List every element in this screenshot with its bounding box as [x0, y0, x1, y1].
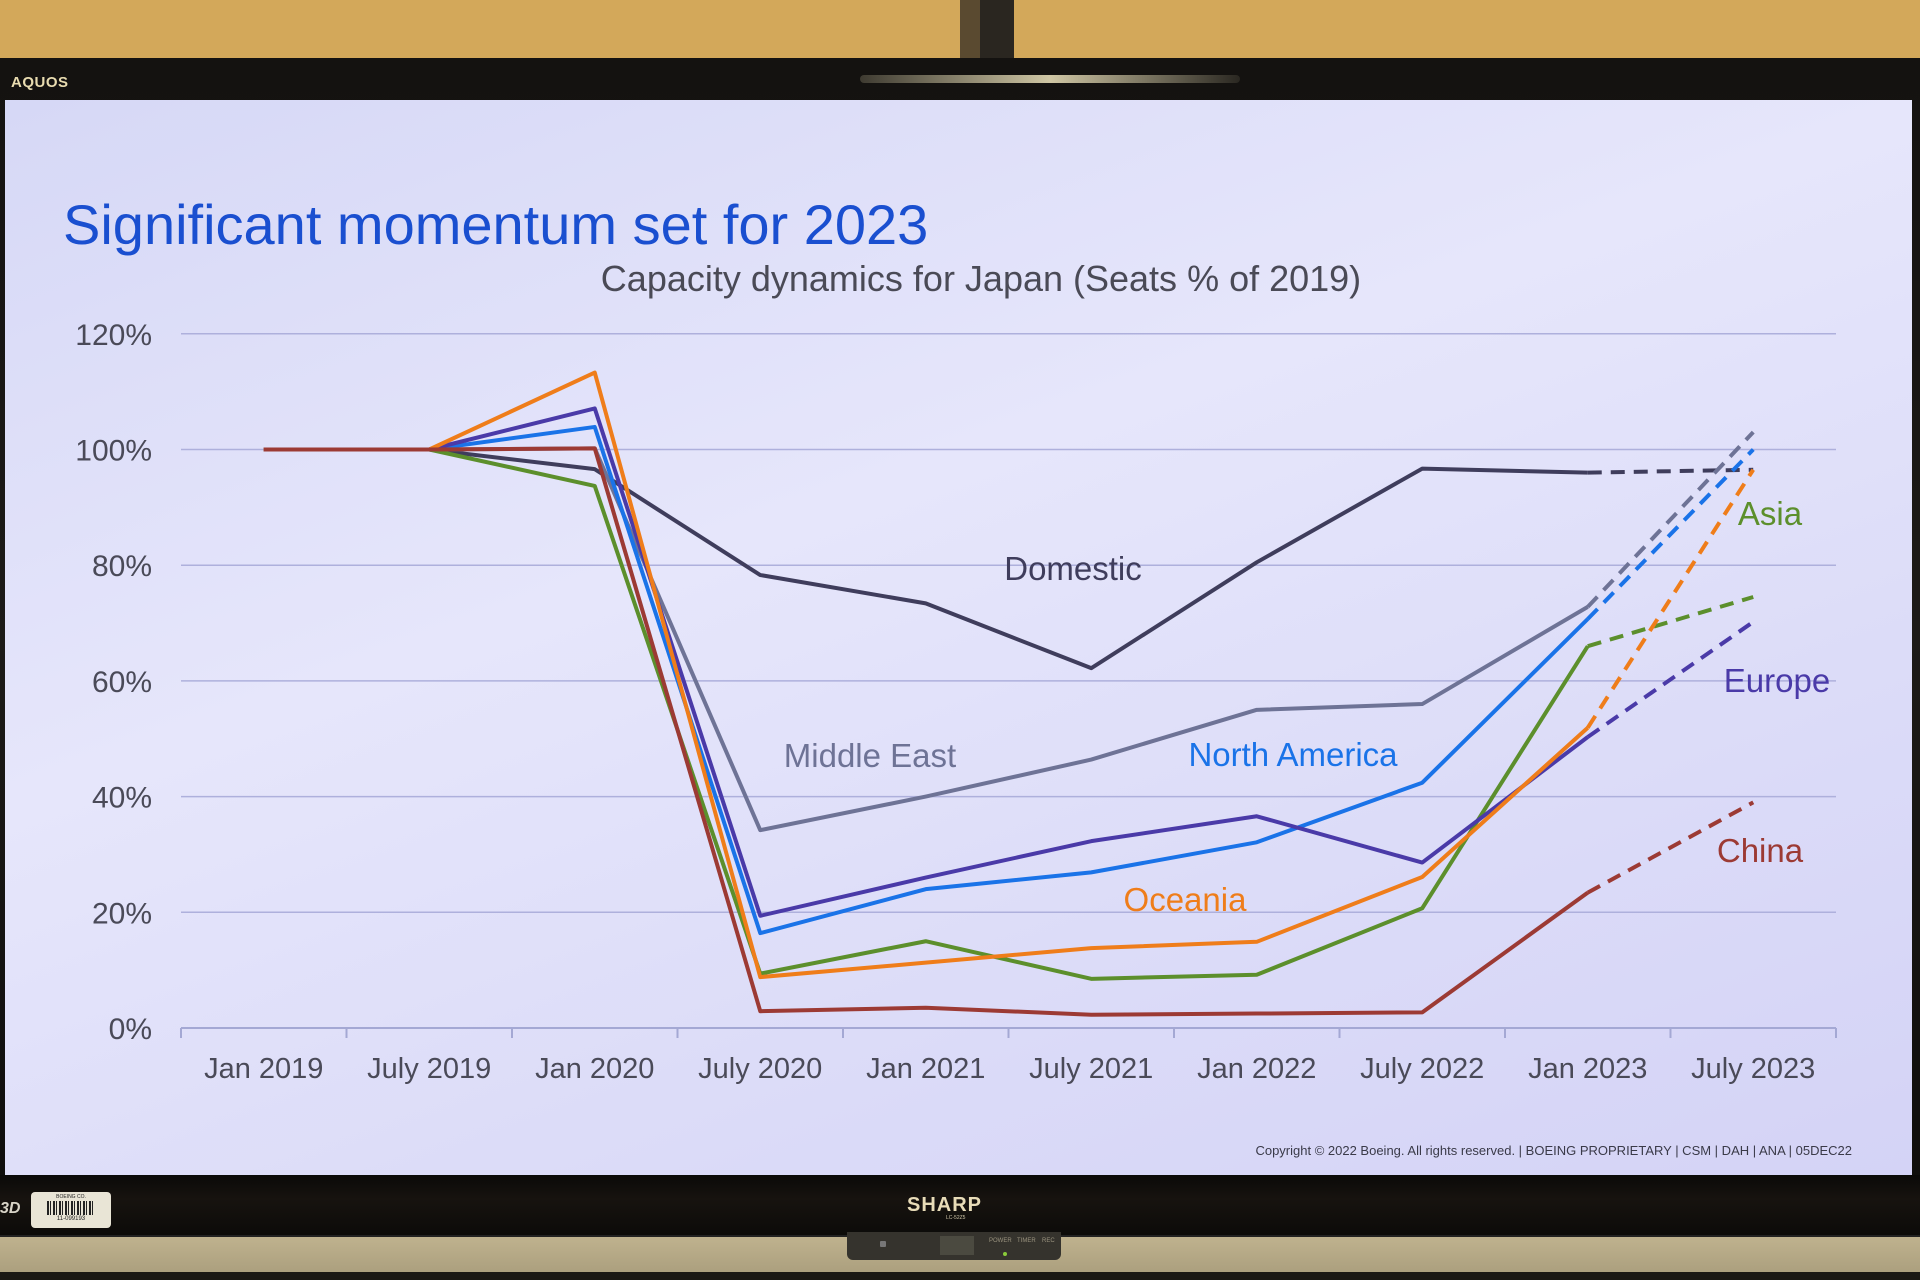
- series-asia: [263, 447, 1754, 981]
- copyright-footer: Copyright © 2022 Boeing. All rights rese…: [1255, 1143, 1852, 1158]
- series-forecast-line: [1586, 468, 1755, 729]
- series-middle-east: [263, 430, 1755, 833]
- wall-mount-shade: [960, 0, 980, 58]
- power-indicator-label: POWER: [989, 1238, 1012, 1244]
- 3d-badge: 3D: [0, 1200, 21, 1217]
- series-label: Middle East: [784, 737, 956, 774]
- series-forecast-line: [1586, 448, 1755, 621]
- series-line: [263, 406, 1589, 918]
- x-tick-label: July 2020: [698, 1053, 822, 1085]
- x-tick-label: Jan 2022: [1197, 1053, 1316, 1085]
- slide-screen: Significant momentum set for 2023 Capaci…: [5, 100, 1912, 1175]
- floor-strip: [0, 1272, 1920, 1280]
- tv-model-number: LC-52Z5: [946, 1215, 966, 1221]
- y-tick-label: 60%: [92, 666, 152, 699]
- series-label: Domestic: [1004, 550, 1142, 587]
- chart-subtitle: Capacity dynamics for Japan (Seats % of …: [600, 258, 1362, 299]
- x-tick-label: Jan 2023: [1528, 1053, 1647, 1085]
- slide-title: Significant momentum set for 2023: [63, 193, 929, 256]
- series-forecast-line: [1587, 467, 1754, 475]
- rec-indicator-label: REC: [1042, 1238, 1055, 1244]
- tv-bottom-bezel: [0, 1175, 1920, 1235]
- series-label: China: [1717, 832, 1804, 869]
- tv-brand-logo: SHARP: [907, 1194, 983, 1216]
- y-axis-labels: 0% 20% 40% 60% 80% 100% 120%: [75, 319, 152, 1046]
- x-tick-label: July 2022: [1360, 1053, 1484, 1085]
- series-line: [263, 446, 1589, 1017]
- series-north-america: [263, 424, 1755, 936]
- x-tick-label: July 2021: [1029, 1053, 1153, 1085]
- asset-tag-number: 11-099193: [56, 1216, 86, 1222]
- y-tick-label: 0%: [109, 1013, 152, 1046]
- series-forecast-line: [1586, 800, 1755, 895]
- x-tick-label: July 2023: [1691, 1053, 1815, 1085]
- bezel-glare: [860, 75, 1240, 83]
- y-tick-label: 100%: [75, 435, 152, 468]
- tv-control-panel: POWER TIMER REC: [847, 1232, 1061, 1260]
- series-line: [263, 424, 1590, 936]
- series-forecast-line: [1586, 430, 1755, 609]
- series-forecast-line: [1587, 595, 1754, 649]
- y-tick-label: 80%: [92, 550, 152, 583]
- chart-series: [263, 370, 1755, 1017]
- timer-indicator-label: TIMER: [1017, 1238, 1036, 1244]
- series-label: Oceania: [1124, 881, 1248, 918]
- y-tick-label: 40%: [92, 782, 152, 815]
- series-line: [263, 447, 1590, 981]
- series-china: [263, 446, 1755, 1017]
- power-led-icon: [1003, 1252, 1007, 1256]
- series-label: North America: [1188, 736, 1398, 773]
- series-europe: [263, 406, 1755, 918]
- series-forecast-line: [1586, 620, 1755, 739]
- asset-tag-org: BOEING CO.: [56, 1194, 86, 1200]
- series-line: [263, 447, 1588, 671]
- series-oceania: [263, 370, 1755, 980]
- light-sensor-window: [940, 1236, 974, 1255]
- x-tick-label: Jan 2021: [866, 1053, 985, 1085]
- y-tick-label: 20%: [92, 897, 152, 930]
- barcode-icon: [47, 1201, 95, 1215]
- series-domestic: [263, 447, 1754, 671]
- tv-brand-top: AQUOS: [11, 74, 69, 91]
- y-tick-label: 120%: [75, 319, 152, 352]
- x-tick-label: Jan 2019: [204, 1053, 323, 1085]
- x-axis: Jan 2019 July 2019 Jan 2020 July 2020 Jan 20…: [180, 1027, 1837, 1085]
- ir-sensor-icon: [880, 1241, 886, 1247]
- x-tick-label: Jan 2020: [535, 1053, 654, 1085]
- series-label: Europe: [1724, 662, 1830, 699]
- chart-gridlines: [181, 333, 1836, 914]
- series-labels: Domestic Middle East North America Asia Euro…: [784, 495, 1830, 918]
- asset-tag-sticker: BOEING CO. 11-099193: [31, 1192, 111, 1228]
- line-chart: 0% 20% 40% 60% 80% 100% 120% Jan 2019 July 2019…: [75, 319, 1837, 1085]
- series-label: Asia: [1738, 495, 1803, 532]
- x-tick-label: July 2019: [367, 1053, 491, 1085]
- series-line: [263, 370, 1590, 980]
